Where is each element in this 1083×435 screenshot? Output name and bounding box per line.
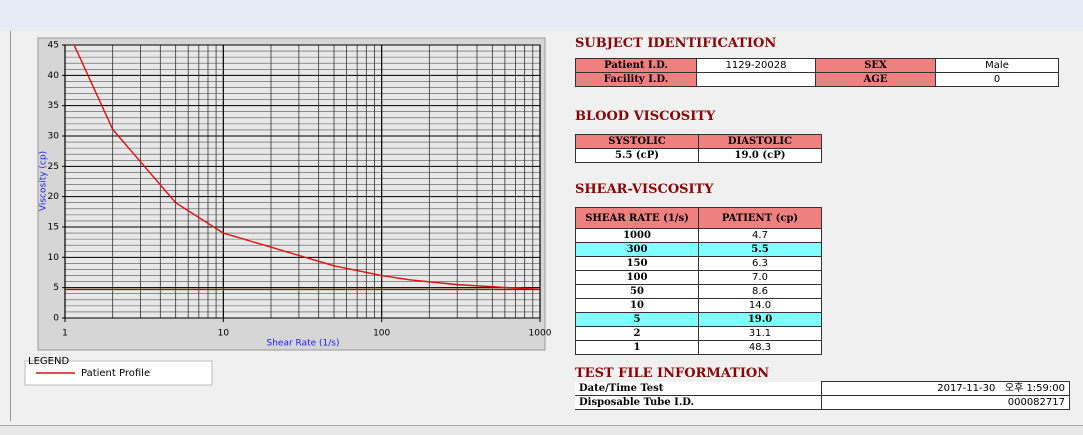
cell: 1129-20028 [696,58,816,73]
cell: Male [935,58,1059,73]
cell: 10 [575,298,699,313]
cell: 1 [575,340,699,355]
cell: Date/Time Test [575,381,822,396]
cell: SEX [815,58,936,73]
cell: Facility I.D. [575,72,697,87]
y-tick-label: 5 [53,283,59,293]
top-bar [0,0,1083,31]
y-tick-label: 25 [48,162,59,172]
cell: 50 [575,284,699,299]
section-title: SUBJECT IDENTIFICATION [575,36,777,51]
cell: 5 [575,312,699,327]
section-title: TEST FILE INFORMATION [575,366,770,381]
cell: 100 [575,270,699,285]
cell: 31.1 [698,326,822,341]
blood-table: SYSTOLIC DIASTOLIC 5.5 (cP) 19.0 (cP) [575,134,822,163]
cell: 1000 [575,228,699,243]
x-tick-label: 10 [218,329,230,339]
cell: 2 [575,326,699,341]
cell: SYSTOLIC [575,134,699,149]
cell: Disposable Tube I.D. [575,395,822,410]
cell: 7.0 [698,270,822,285]
cell [696,72,816,87]
legend-label: Patient Profile [81,368,150,379]
section-title: SHEAR-VISCOSITY [575,182,714,197]
y-tick-label: 0 [53,314,59,324]
y-tick-label: 40 [48,71,60,81]
cell: DIASTOLIC [698,134,822,149]
cell: 150 [575,256,699,271]
legend-title: LEGEND [28,356,69,367]
y-tick-label: 45 [48,41,59,51]
y-tick-label: 20 [48,192,60,202]
subject-table: Patient I.D. 1129-20028 SEX Male Facility I… [575,58,1059,87]
plot-area [64,44,541,319]
cell: 48.3 [698,340,822,355]
y-tick-label: 35 [48,101,59,111]
series-group [65,45,540,291]
y-tick-label: 10 [48,253,60,263]
status-bar [0,425,1083,435]
y-tick-label: 15 [48,223,59,233]
cell: 8.6 [698,284,822,299]
cell: 2017-11-30 오후 1:59:00 [821,381,1070,396]
cell: 6.3 [698,256,822,271]
test-file-table: Date/Time Test 2017-11-30 오후 1:59:00 Disp… [575,381,1070,410]
y-tick-label: 30 [48,132,60,142]
x-axis-label: Shear Rate (1/s) [267,339,340,349]
cell: 5.5 [698,242,822,257]
cell: 000082717 [821,395,1070,410]
x-tick-label: 100 [373,329,390,339]
series-line [73,45,540,291]
cell: Patient I.D. [575,58,697,73]
section-title: BLOOD VISCOSITY [575,109,716,124]
panel-border [10,31,11,421]
cell: 19.0 (cP) [698,148,822,163]
chart: Shear Rate (1/s) Viscosity (cp) LEGEND 0… [24,37,552,386]
cell: SHEAR RATE (1/s) [575,207,699,229]
x-tick-label: 1000 [529,329,552,339]
cell: 14.0 [698,298,822,313]
y-axis-label: Viscosity (cp) [39,151,49,211]
cell: 4.7 [698,228,822,243]
cell: 300 [575,242,699,257]
cell: 19.0 [698,312,822,327]
x-tick-label: 1 [62,329,68,339]
shear-table: SHEAR RATE (1/s) PATIENT (cp) 1000 4.7 300… [575,207,822,355]
cell: AGE [815,72,936,87]
cell: 0 [935,72,1059,87]
cell: PATIENT (cp) [698,207,822,229]
cell: 5.5 (cP) [575,148,699,163]
